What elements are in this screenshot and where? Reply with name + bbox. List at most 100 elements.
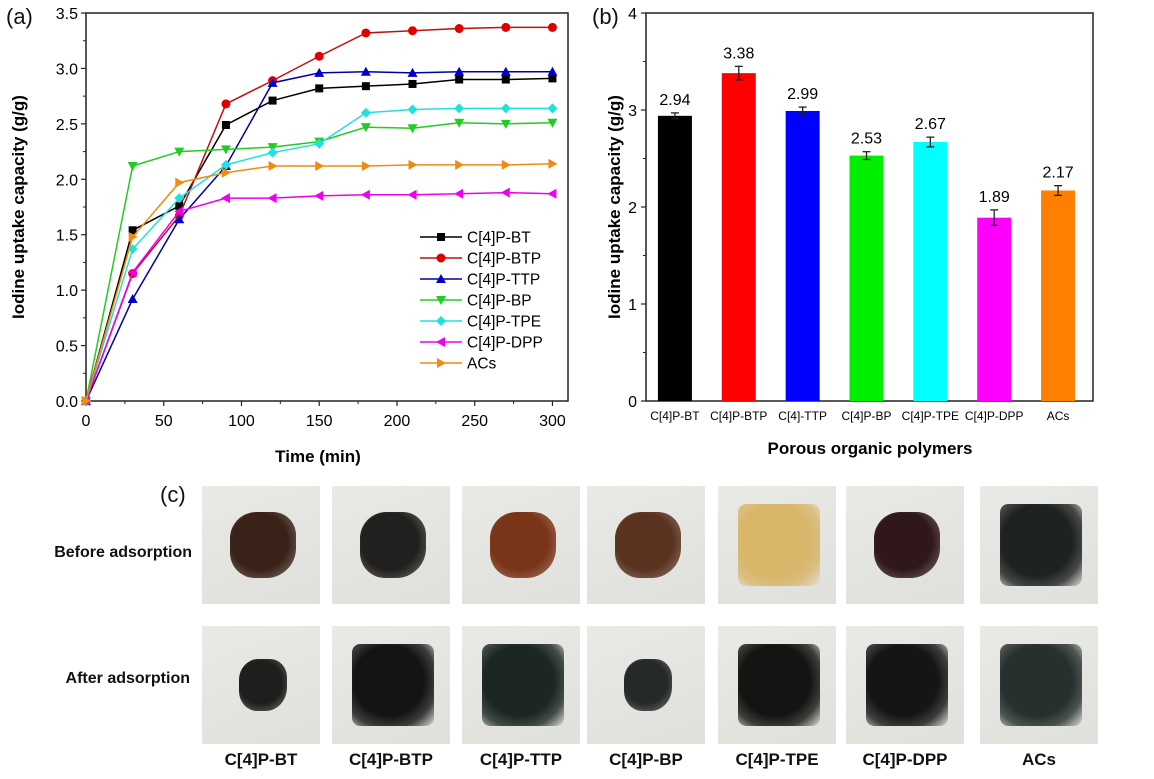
data-point <box>221 99 231 109</box>
data-point <box>315 84 324 93</box>
bar <box>849 155 884 401</box>
y-tick-label: 0.0 <box>56 394 78 411</box>
data-point <box>174 206 184 217</box>
data-point <box>267 147 278 158</box>
legend-marker <box>436 274 446 283</box>
legend-item: C[4]P-BP <box>420 293 532 310</box>
series-c4p-tpe <box>81 103 558 406</box>
data-point <box>407 124 418 134</box>
data-point <box>361 28 371 38</box>
data-point <box>547 66 558 76</box>
legend-marker <box>436 253 446 263</box>
value-label: 1.89 <box>979 189 1010 206</box>
data-point <box>268 160 278 171</box>
legend-label: C[4]P-BP <box>467 293 532 310</box>
data-point <box>314 138 325 149</box>
sample-label: C[4]P-BT <box>224 750 298 769</box>
sample-powder <box>230 512 296 578</box>
photo-after-c4p-tpe <box>718 626 836 744</box>
y-tick-label: 2 <box>628 200 637 217</box>
data-point <box>220 145 231 155</box>
data-point <box>547 22 557 32</box>
category-label: ACs <box>1047 409 1070 423</box>
photo-after-c4p-bp <box>587 626 705 744</box>
y-tick-label: 1 <box>628 297 637 314</box>
data-point <box>500 187 510 198</box>
bar-group: 2.94 C[4]P-BT <box>650 92 700 423</box>
value-label: 2.17 <box>1043 165 1074 182</box>
legend-label: C[4]P-BT <box>467 230 531 247</box>
panel-a-label: (a) <box>6 4 33 29</box>
data-point <box>314 51 324 61</box>
data-point <box>127 267 137 278</box>
data-point <box>127 161 138 171</box>
legend-item: C[4]P-BT <box>420 230 531 247</box>
data-point <box>174 214 185 224</box>
sample-powder <box>1000 504 1082 586</box>
data-point <box>267 77 278 87</box>
sample-powder <box>624 659 672 711</box>
photo-after-c4p-ttp <box>462 626 580 744</box>
data-point <box>455 75 464 84</box>
data-point <box>500 103 511 114</box>
value-label: 2.67 <box>915 116 946 133</box>
data-point <box>500 119 511 129</box>
data-point <box>407 189 417 200</box>
sample-powder <box>874 512 940 578</box>
x-tick-label: 200 <box>384 413 411 430</box>
data-point <box>408 159 418 170</box>
data-point <box>360 107 371 118</box>
data-point <box>220 193 230 204</box>
legend-marker <box>437 358 446 368</box>
category-label: C[4]P-BT <box>650 409 700 423</box>
sample-powder <box>866 644 948 726</box>
sample-powder <box>482 644 564 726</box>
legend-marker <box>436 316 446 326</box>
legend-item: C[4]P-BTP <box>420 251 541 268</box>
legend-marker <box>436 337 445 347</box>
legend-item: C[4]P-TTP <box>420 272 540 289</box>
y-axis-label: Iodine uptake capacity (g/g) <box>9 95 28 319</box>
data-point <box>314 67 325 77</box>
data-point <box>360 123 371 133</box>
data-point <box>547 103 558 114</box>
data-point <box>548 74 557 83</box>
sample-label: C[4]P-TPE <box>735 750 819 769</box>
sample-label: C[4]P-DPP <box>862 750 948 769</box>
data-point <box>501 75 510 84</box>
data-point <box>455 159 465 170</box>
data-point <box>315 160 325 171</box>
bar-group: 2.67 C[4]P-TPE <box>902 116 959 423</box>
bar <box>913 142 948 401</box>
legend-marker <box>436 296 446 305</box>
y-tick-label: 2.0 <box>56 172 78 189</box>
sample-powder <box>239 659 287 711</box>
y-tick-label: 0.5 <box>56 339 78 356</box>
data-point <box>547 188 557 199</box>
data-point <box>407 67 418 77</box>
x-axis-label: Time (min) <box>275 447 361 466</box>
data-point <box>454 188 464 199</box>
y-tick-label: 2.5 <box>56 117 78 134</box>
data-point <box>82 396 91 406</box>
y-tick-label: 3.0 <box>56 61 78 78</box>
photo-before-c4p-bt <box>202 486 320 604</box>
data-point <box>454 118 465 128</box>
photo-before-c4p-ttp <box>462 486 580 604</box>
value-label: 2.53 <box>851 131 882 148</box>
bar <box>657 115 692 401</box>
data-point <box>501 159 511 170</box>
photo-before-c4p-btp <box>332 486 450 604</box>
legend-item: C[4]P-TPE <box>420 314 541 331</box>
chart-a-uptake-kinetics: 0 50 100 150 200 250 300 0.0 0.5 1.0 1.5 2.0 2.5 3.0 3… <box>9 6 569 466</box>
bar <box>721 73 756 401</box>
row-label-before: Before adsorption <box>54 544 192 561</box>
data-point <box>547 118 558 128</box>
bar <box>1041 190 1076 401</box>
x-tick-label: 50 <box>155 413 173 430</box>
category-label: C[4]P-DPP <box>965 409 1024 423</box>
chart-b-uptake-bars: 0 1 2 3 4 2.94 C[4]P-BT 3.38 C[4]P-BTP 2.99 C[4]-… <box>605 6 1094 458</box>
sample-powder <box>615 512 681 578</box>
sample-powder <box>1000 644 1082 726</box>
data-point <box>360 189 370 200</box>
